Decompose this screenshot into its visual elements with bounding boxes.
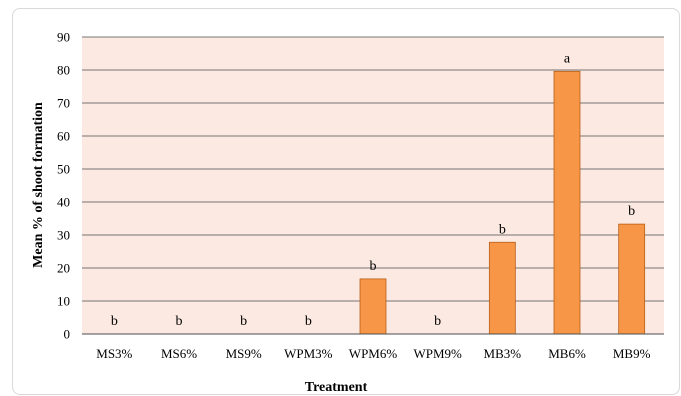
y-tick-label: 60 — [57, 129, 70, 144]
x-tick-label: MB3% — [484, 346, 522, 361]
x-tick-label: WPM6% — [349, 346, 398, 361]
bar — [359, 278, 387, 335]
x-tick-label: MS3% — [96, 346, 132, 361]
x-tick-label: MB6% — [548, 346, 586, 361]
data-label: a — [564, 51, 571, 66]
y-axis-title: Mean % of shoot formation — [31, 102, 46, 268]
y-tick-label: 0 — [64, 327, 71, 342]
y-tick-label: 20 — [57, 261, 70, 276]
bar — [553, 70, 581, 335]
data-label: b — [111, 314, 118, 329]
x-axis-ticks: MS3% MS6% MS9% WPM3% WPM6% WPM9% MB3% MB6% MB9% — [96, 346, 650, 361]
y-tick-label: 10 — [57, 294, 70, 309]
data-label: b — [499, 222, 506, 237]
x-tick-label: MB9% — [613, 346, 651, 361]
x-tick-label: WPM9% — [413, 346, 462, 361]
y-tick-label: 40 — [57, 195, 70, 210]
data-label: b — [628, 204, 635, 219]
data-label: b — [434, 314, 441, 329]
data-label: b — [370, 259, 377, 274]
data-label: b — [176, 314, 183, 329]
y-tick-label: 90 — [57, 30, 70, 45]
x-tick-label: WPM3% — [284, 346, 333, 361]
x-tick-label: MS9% — [226, 346, 262, 361]
y-tick-label: 80 — [57, 63, 70, 78]
x-axis-title: Treatment — [305, 380, 368, 395]
bars — [359, 70, 646, 335]
data-label: b — [240, 314, 247, 329]
bar — [488, 241, 516, 335]
data-label: b — [305, 314, 312, 329]
significance-labels: b b b b b b b a b — [111, 51, 635, 329]
y-tick-label: 50 — [57, 162, 70, 177]
x-tick-label: MS6% — [161, 346, 197, 361]
y-tick-label: 30 — [57, 228, 70, 243]
y-tick-label: 70 — [57, 96, 70, 111]
y-axis-ticks: 0 10 20 30 40 50 60 70 80 90 — [57, 30, 70, 342]
bar — [618, 223, 646, 335]
